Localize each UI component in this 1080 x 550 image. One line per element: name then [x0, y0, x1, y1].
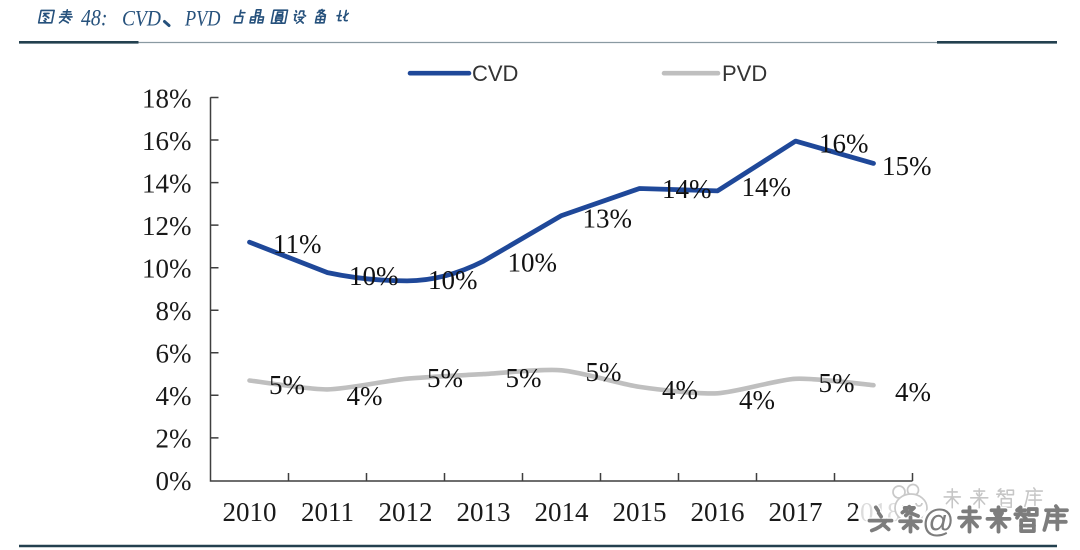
svg-text:CVD: CVD — [122, 6, 161, 31]
svg-text:14%: 14% — [742, 172, 792, 202]
svg-text:16%: 16% — [142, 126, 192, 156]
svg-text:4%: 4% — [156, 381, 192, 411]
svg-text:10%: 10% — [428, 265, 478, 295]
svg-text:2015: 2015 — [613, 497, 667, 527]
svg-text:14%: 14% — [662, 174, 712, 204]
svg-text:2014: 2014 — [535, 497, 590, 527]
svg-text:5%: 5% — [586, 357, 622, 387]
svg-text:10%: 10% — [349, 261, 399, 291]
svg-text:13%: 13% — [583, 203, 633, 233]
svg-text:10%: 10% — [142, 254, 192, 284]
svg-text:2017: 2017 — [769, 497, 823, 527]
svg-text:4%: 4% — [739, 385, 775, 415]
svg-text:12%: 12% — [142, 211, 192, 241]
svg-text:14%: 14% — [142, 168, 192, 198]
svg-text:2016: 2016 — [691, 497, 745, 527]
svg-text:18%: 18% — [142, 83, 192, 113]
svg-text:@: @ — [922, 503, 954, 539]
svg-text:2012: 2012 — [379, 497, 433, 527]
svg-text:5%: 5% — [506, 363, 542, 393]
svg-text:PVD: PVD — [184, 6, 220, 31]
svg-text:6%: 6% — [156, 339, 192, 369]
svg-text:16%: 16% — [819, 128, 869, 158]
svg-text:11%: 11% — [273, 229, 322, 259]
svg-text:PVD: PVD — [722, 61, 767, 86]
svg-text:15%: 15% — [882, 151, 932, 181]
svg-text:5%: 5% — [427, 363, 463, 393]
svg-text:4%: 4% — [347, 381, 383, 411]
svg-text:2%: 2% — [156, 424, 192, 454]
svg-text:5%: 5% — [819, 368, 855, 398]
svg-text:2011: 2011 — [301, 497, 354, 527]
svg-text:2010: 2010 — [223, 497, 277, 527]
svg-text:CVD: CVD — [472, 61, 518, 86]
svg-text:4%: 4% — [662, 375, 698, 405]
svg-text:5%: 5% — [269, 370, 305, 400]
svg-text:10%: 10% — [508, 248, 558, 278]
svg-text:4%: 4% — [895, 377, 931, 407]
svg-text:8%: 8% — [156, 296, 192, 326]
svg-text:2013: 2013 — [457, 497, 511, 527]
svg-text:0%: 0% — [156, 466, 192, 496]
svg-text:48:: 48: — [81, 6, 108, 31]
